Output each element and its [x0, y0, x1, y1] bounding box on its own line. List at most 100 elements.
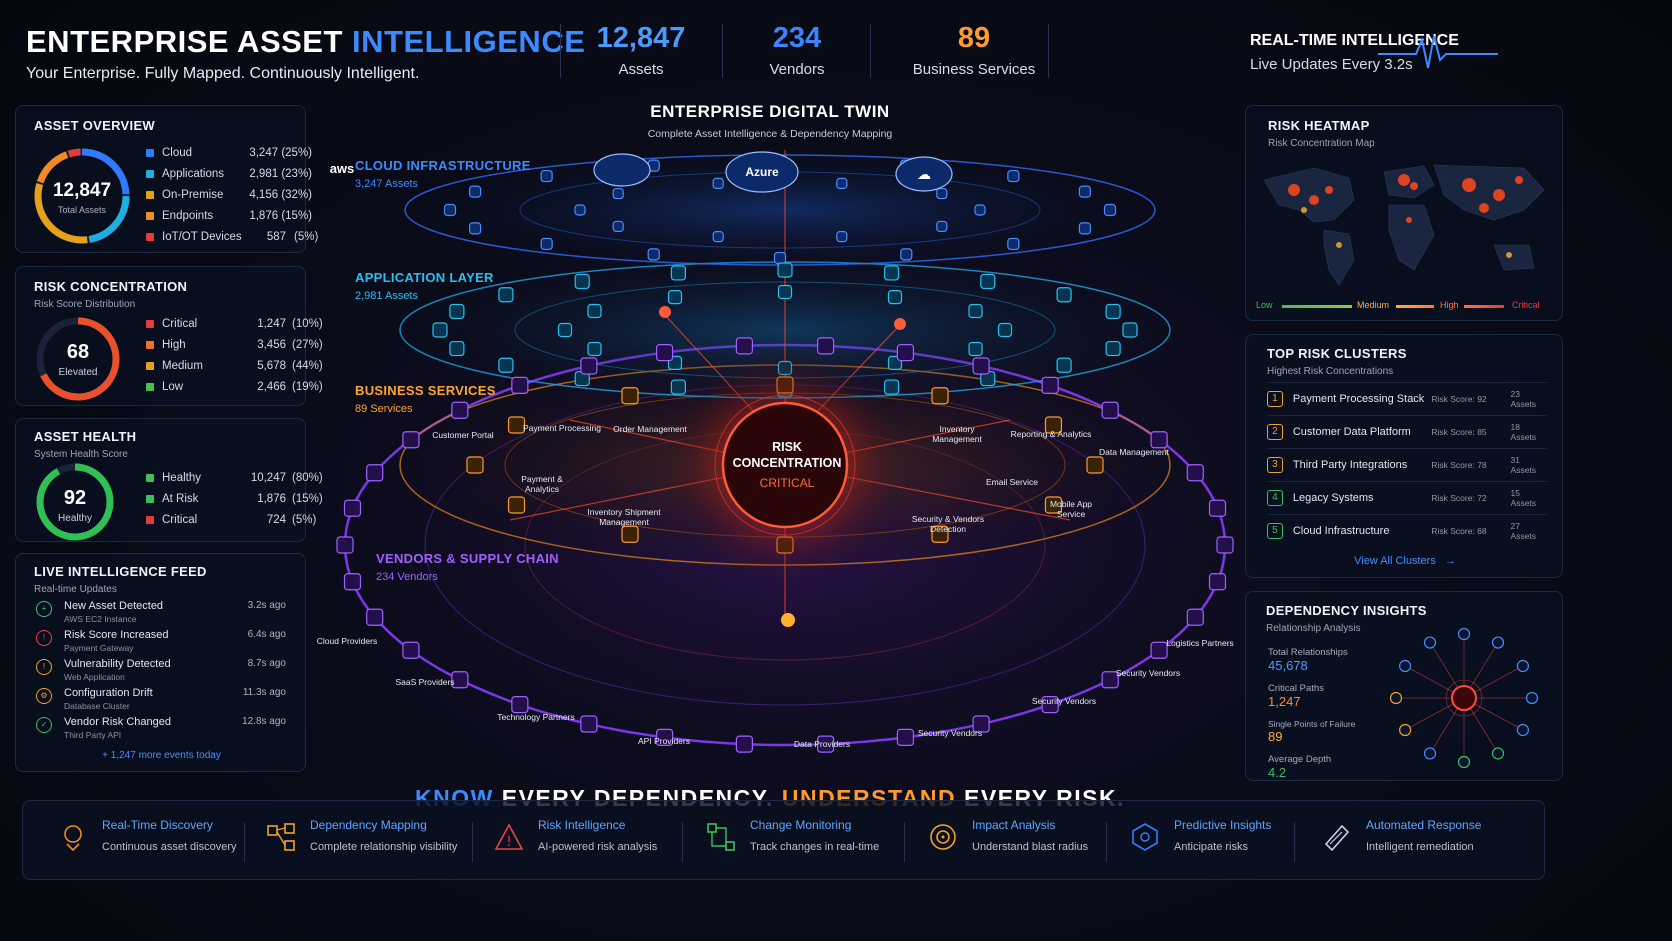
vendor-node-label[interactable]: Cloud Providers [316, 636, 378, 646]
top-risk-clusters-panel: TOP RISK CLUSTERS Highest Risk Concentra… [1245, 334, 1563, 578]
capability-impact-analysis[interactable]: Impact Analysis Understand blast radius [928, 818, 1088, 853]
legend-name: Healthy [162, 471, 201, 484]
feed-item[interactable]: ! Vulnerability Detected Web Application … [36, 658, 286, 687]
network-node [997, 322, 1013, 338]
panel-subtitle: Real-time Updates [34, 584, 117, 595]
network-node [580, 357, 598, 375]
footer-divider [472, 822, 473, 862]
capability-risk-intelligence[interactable]: ! Risk Intelligence AI-powered risk analy… [494, 818, 657, 853]
legend-pct: (5%) [292, 513, 317, 526]
kpi-value: 89 [957, 22, 991, 54]
network-node [896, 344, 915, 362]
capability-predictive-insights[interactable]: Predictive Insights Anticipate risks [1130, 818, 1271, 853]
gcp-icon: ☁ [895, 156, 953, 192]
network-node [1078, 185, 1091, 198]
cluster-name: Cloud Infrastructure [1292, 525, 1390, 537]
cluster-assets: 31 Assets [1510, 455, 1537, 475]
feed-title: New Asset Detected [64, 600, 164, 612]
total-assets-value: 12,847 [52, 180, 112, 201]
business-node-label[interactable]: Payment & Analytics [521, 474, 563, 494]
legend-value: 1,876 [257, 492, 286, 505]
realtime-title: REAL-TIME INTELLIGENCE [1250, 32, 1459, 49]
network-node [466, 456, 484, 474]
view-all-clusters-link[interactable]: View All Clusters → [1246, 555, 1564, 567]
svg-text:!: ! [506, 835, 511, 850]
business-node-label[interactable]: Customer Portal [432, 430, 494, 440]
feed-item[interactable]: + New Asset Detected AWS EC2 Instance 3.2… [36, 600, 286, 629]
risk-core[interactable]: RISK CONCENTRATION CRITICAL [725, 440, 849, 490]
capability-real-time-discovery[interactable]: Real-Time Discovery Continuous asset disc… [58, 818, 237, 853]
network-node [1208, 573, 1227, 591]
capability-dependency-mapping[interactable]: Dependency Mapping Complete relationship … [266, 818, 457, 853]
vendor-node-label[interactable]: SaaS Providers [395, 677, 455, 687]
capability-desc: AI-powered risk analysis [538, 841, 658, 853]
network-node [336, 536, 354, 554]
legend-swatch [146, 382, 154, 391]
legend-pct: (27%) [292, 338, 323, 351]
legend-pct: (15%) [292, 492, 323, 505]
network-node [511, 376, 529, 394]
check-icon: ✓ [36, 717, 52, 733]
more-events-link[interactable]: + 1,247 more events today [102, 750, 221, 761]
cluster-row[interactable]: 5 Cloud Infrastructure Risk Score: 68 27… [1267, 514, 1547, 547]
cluster-row[interactable]: 3 Third Party Integrations Risk Score: 7… [1267, 448, 1547, 481]
layer-label-cloud: CLOUD INFRASTRUCTURE 3,247 Assets [355, 158, 531, 190]
legend-pct: (10%) [292, 317, 323, 330]
kpi-label: Assets [618, 61, 664, 78]
layer-label-vendors: VENDORS & SUPPLY CHAIN 234 Vendors [376, 551, 559, 583]
capability-desc: Continuous asset discovery [102, 841, 237, 853]
target-icon [930, 824, 956, 850]
cluster-rank: 4 [1267, 490, 1283, 506]
network-node [366, 464, 384, 482]
capability-change-monitoring[interactable]: Change Monitoring Track changes in real-t… [706, 818, 879, 853]
legend-item-medium: Medium 5,678 (44%) [146, 355, 323, 376]
cluster-row[interactable]: 4 Legacy Systems Risk Score: 72 15 Asset… [1267, 481, 1547, 514]
business-node-label[interactable]: Inventory Shipment Management [587, 507, 661, 527]
business-node-label[interactable]: Reporting & Analytics [1010, 429, 1092, 439]
network-node [1150, 431, 1168, 449]
cluster-row[interactable]: 1 Payment Processing Stack Risk Score: 9… [1267, 382, 1547, 415]
business-node-label[interactable]: Mobile App Service [1049, 499, 1093, 519]
business-node-label[interactable]: Data Management [1099, 447, 1169, 457]
vendor-node-label[interactable]: Logistics Partners [1166, 638, 1234, 648]
vendor-node-label[interactable]: Security Vendors [917, 728, 983, 738]
capability-automated-response[interactable]: Automated Response Intelligent remediatio… [1322, 818, 1481, 853]
feed-detail: Payment Gateway [64, 643, 134, 653]
vendor-node-label[interactable]: API Providers [638, 736, 690, 746]
legend-name: Low [162, 380, 184, 393]
feed-item[interactable]: ⚙ Configuration Drift Database Cluster 11… [36, 687, 286, 716]
legend-swatch [146, 515, 154, 524]
business-node-label[interactable]: Payment Processing [523, 423, 601, 433]
feed-detail: Database Cluster [64, 701, 130, 711]
vendor-node-label[interactable]: Security Vendors [1115, 668, 1181, 678]
business-node-label[interactable]: Order Management [613, 424, 687, 434]
business-node-label[interactable]: Email Service [986, 477, 1038, 487]
capability-desc: Complete relationship visibility [310, 841, 458, 853]
capability-title: Change Monitoring [750, 818, 852, 832]
stat-value: 45,678 [1268, 658, 1308, 673]
header-divider [870, 24, 871, 78]
vendor-node-label[interactable]: Technology Partners [497, 712, 575, 722]
network-node [655, 344, 674, 362]
feed-item[interactable]: ! Risk Score Increased Payment Gateway 6.… [36, 629, 286, 658]
donut-segment [34, 148, 130, 244]
business-node-label[interactable]: Inventory Management [932, 424, 982, 444]
flow-icon [707, 823, 735, 851]
business-node-label[interactable]: Security & Vendors Detection [911, 514, 985, 534]
feed-title: Vulnerability Detected [64, 658, 171, 670]
panel-title: ASSET HEALTH [34, 429, 137, 444]
footer-divider [904, 822, 905, 862]
network-node [1007, 237, 1020, 251]
scale-high: High [1440, 300, 1459, 310]
cluster-row[interactable]: 2 Customer Data Platform Risk Score: 85 … [1267, 415, 1547, 448]
legend-name: On-Premise [162, 188, 224, 201]
vendor-node-label[interactable]: Security Vendors [1031, 696, 1097, 706]
legend-swatch [146, 494, 154, 503]
capabilities-bar [22, 800, 1545, 880]
page-title: ENTERPRISE ASSET INTELLIGENCE [26, 24, 585, 60]
network-node [931, 525, 949, 543]
vendor-node-label[interactable]: Data Providers [793, 739, 851, 749]
radar-icon [64, 825, 82, 852]
legend-item-cloud: Cloud 3,247 (25%) [146, 142, 318, 163]
feed-item[interactable]: ✓ Vendor Risk Changed Third Party API 12.… [36, 716, 286, 745]
